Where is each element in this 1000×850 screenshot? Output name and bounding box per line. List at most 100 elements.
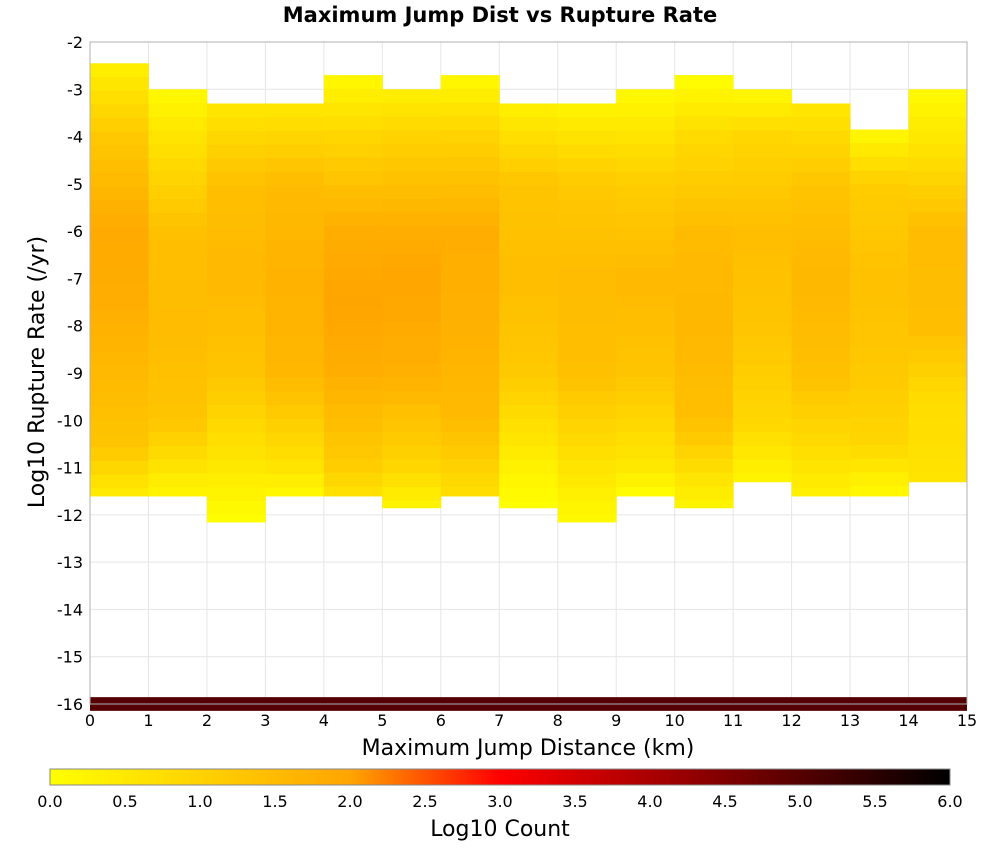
heatmap-cell [148,377,208,392]
heatmap-cell [323,417,383,433]
heatmap-cell [674,376,734,391]
heatmap-cell [674,143,734,158]
heatmap-cell [908,198,968,214]
heatmap-cell [499,446,559,461]
heatmap-cell [908,363,968,378]
heatmap-cell [616,226,676,241]
heatmap-cell [733,157,793,173]
heatmap-cell [90,90,149,105]
heatmap-cell [148,322,208,337]
heatmap-cell [265,391,325,406]
heatmap-cell [265,295,325,310]
heatmap-cell [206,432,266,447]
heatmap-cell [382,281,442,296]
heatmap-cell [616,130,676,145]
heatmap-cell [382,500,442,509]
heatmap-cell [90,474,149,489]
heatmap-cell [908,157,968,173]
heatmap-cell [616,418,676,433]
heatmap-cell [557,103,617,118]
heatmap-cell [265,487,325,497]
heatmap-cell [440,294,500,309]
heatmap-cell [323,171,383,186]
heatmap-cell [148,253,208,269]
heatmap-cell [499,199,559,214]
heatmap-cell [148,336,208,351]
heatmap-cell [908,116,968,131]
heatmap-cell [90,172,149,188]
heatmap-cell [733,226,793,241]
x-tick-labels: 0 1 2 3 4 5 6 7 8 9 10 11 12 13 14 15 [85,711,977,730]
heatmap-cell [440,75,500,90]
heatmap-cell [791,364,851,379]
heatmap-cell [148,157,208,173]
heatmap-cell [323,129,383,145]
heatmap-cell [440,116,500,131]
heatmap-cell [908,404,968,419]
heatmap-cell [850,129,910,144]
heatmap-cell [616,473,676,488]
heatmap-cell [499,418,559,434]
colorbar-tick-label: 1.0 [187,792,212,811]
heatmap-cell [791,322,851,338]
heatmap-cell [148,363,208,378]
heatmap-cell [499,240,559,255]
heatmap-cell [850,403,910,418]
x-tick-label: 6 [436,711,446,730]
heatmap-cell [206,213,266,228]
heatmap-cell [908,432,968,447]
heatmap-cell [323,239,383,254]
heatmap-cell [557,158,617,173]
y-tick-label: -3 [67,80,83,99]
heatmap-cell [382,473,442,488]
heatmap-cell [148,240,208,255]
heatmap-cell [791,158,851,173]
heatmap-cell [323,225,383,241]
heatmap-cell [148,404,208,419]
heatmap-cell [616,185,676,200]
heatmap-cell [90,268,149,284]
heatmap-cell [733,336,793,351]
heatmap-cell [733,89,793,104]
heatmap-cell [148,116,208,131]
heatmap-cell [908,322,968,337]
heatmap-cell [674,184,734,200]
heatmap-cell [908,281,968,296]
heatmap-cell [148,102,208,118]
heatmap-cell [499,144,559,159]
colorbar-tick-label: 1.5 [262,792,287,811]
heatmap-cell [791,226,851,242]
heatmap-cell [733,294,793,310]
heatmap-cell [557,130,617,146]
heatmap-cell [499,377,559,392]
x-tick-label: 9 [611,711,621,730]
heatmap-cell [499,336,559,351]
y-tick-label: -9 [67,364,83,383]
heatmap-cell [674,198,734,213]
heatmap-cell [850,156,910,172]
colorbar-tick-label: 0.5 [112,792,137,811]
heatmap-cell [616,267,676,282]
heatmap-cell [850,239,910,254]
heatmap-cell [440,143,500,158]
heatmap-cell [733,185,793,200]
heatmap-cell [557,309,617,324]
heatmap-cell [674,267,734,282]
heatmap-cell [616,281,676,296]
heatmap-cell [791,130,851,146]
heatmap-cell [206,405,266,420]
heatmap-cell [850,170,910,185]
x-tick-label: 8 [553,711,563,730]
heatmap-cell [791,172,851,187]
heatmap-cell [440,239,500,254]
heatmap-cell [733,459,793,474]
heatmap-cell [791,295,851,310]
heatmap-cell [733,363,793,378]
heatmap-cell [674,129,734,145]
heatmap-cell [733,349,793,365]
heatmap-cell [323,363,383,378]
heatmap-cell [206,144,266,159]
heatmap-cell [323,390,383,405]
heatmap-cell [206,172,266,187]
heatmap-cell [674,171,734,186]
